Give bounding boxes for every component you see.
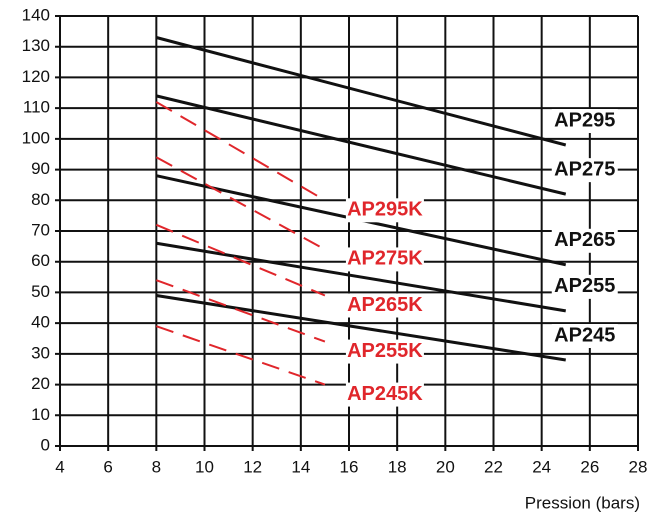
- y-tick-label: 30: [31, 343, 50, 362]
- x-tick-label: 12: [243, 457, 262, 476]
- x-tick-label: 26: [580, 457, 599, 476]
- label-bg: [551, 109, 618, 133]
- series-label: AP295: [554, 109, 615, 131]
- series-label: AP265K: [347, 294, 423, 316]
- label-bg: [551, 324, 618, 348]
- y-tick-label: 10: [31, 405, 50, 424]
- x-tick-label: 20: [436, 457, 455, 476]
- y-tick-label: 20: [31, 374, 50, 393]
- x-tick-label: 6: [103, 457, 112, 476]
- series-line: [156, 294, 566, 362]
- x-tick-label: 8: [152, 457, 161, 476]
- label-bg: [345, 339, 424, 364]
- y-tick-label: 100: [22, 128, 50, 147]
- label-bg: [551, 158, 618, 183]
- x-tick-label: 14: [291, 457, 310, 476]
- series-label: AP255: [554, 275, 615, 297]
- y-tick-label: 60: [31, 251, 50, 270]
- x-tick-label: 24: [532, 457, 551, 476]
- series-label: AP275K: [347, 248, 423, 270]
- label-bg: [345, 198, 424, 223]
- y-tick-label: 70: [31, 220, 50, 239]
- y-tick-label: 40: [31, 313, 50, 332]
- label-bg: [345, 382, 424, 407]
- series-line: [156, 325, 326, 386]
- series-line: [155, 36, 567, 147]
- series-line: [155, 223, 326, 297]
- y-tick-label: 0: [41, 435, 50, 454]
- series-line: [155, 94, 567, 196]
- series-label: AP245K: [347, 383, 423, 405]
- label-bg: [551, 274, 618, 299]
- y-tick-label: 120: [22, 67, 50, 86]
- series-label: AP245: [554, 324, 615, 346]
- x-tick-label: 22: [484, 457, 503, 476]
- label-bg: [345, 247, 424, 272]
- series-line: [155, 279, 326, 343]
- series-label: AP295K: [347, 199, 423, 221]
- series-label: AP275: [554, 158, 615, 180]
- series-line: [156, 241, 566, 313]
- x-tick-label: 4: [55, 457, 64, 476]
- series-label: AP265: [554, 229, 615, 251]
- x-tick-label: 18: [388, 457, 407, 476]
- label-bg: [551, 228, 618, 253]
- y-tick-label: 50: [31, 282, 50, 301]
- series-label: AP255K: [347, 340, 423, 362]
- series-line: [155, 101, 326, 202]
- x-tick-label: 10: [195, 457, 214, 476]
- x-axis-label: Pression (bars): [525, 493, 640, 512]
- x-tick-label: 28: [629, 457, 648, 476]
- y-tick-label: 90: [31, 159, 50, 178]
- y-tick-label: 110: [23, 98, 50, 117]
- series-line: [155, 156, 326, 251]
- y-tick-label: 140: [22, 5, 50, 24]
- y-tick-label: 80: [31, 190, 50, 209]
- x-tick-label: 16: [340, 457, 359, 476]
- label-bg: [345, 293, 424, 318]
- y-tick-label: 130: [22, 36, 50, 55]
